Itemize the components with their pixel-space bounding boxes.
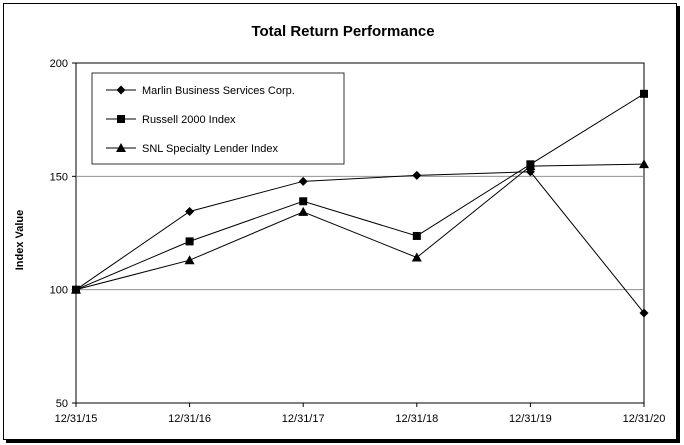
series-line bbox=[75, 93, 645, 291]
series-marlin-business-services-corp bbox=[71, 167, 649, 318]
series-snl-specialty-lender-index bbox=[71, 159, 649, 294]
triangle-marker bbox=[298, 206, 309, 216]
series-line bbox=[75, 171, 645, 314]
legend-item: Russell 2000 Index bbox=[106, 114, 236, 126]
diamond-marker bbox=[298, 176, 308, 186]
x-tick-label: 12/31/19 bbox=[509, 413, 552, 425]
square-marker bbox=[299, 197, 308, 206]
triangle-marker bbox=[639, 159, 649, 169]
legend-label: SNL Specialty Lender Index bbox=[142, 143, 278, 155]
square-marker bbox=[117, 115, 125, 123]
y-tick-label: 200 bbox=[50, 58, 68, 70]
plot-area bbox=[75, 62, 645, 404]
triangle-marker bbox=[525, 161, 536, 171]
square-marker bbox=[185, 237, 194, 246]
triangle-marker bbox=[116, 143, 126, 152]
series-line bbox=[75, 163, 645, 291]
chart-title: Total Return Performance bbox=[251, 23, 434, 40]
diamond-marker bbox=[639, 308, 649, 318]
diamond-marker bbox=[185, 206, 195, 216]
x-tick-label: 12/31/15 bbox=[55, 413, 98, 425]
triangle-marker bbox=[71, 284, 81, 294]
y-axis-label: Index Value bbox=[14, 210, 26, 271]
line-chart: Total Return Performance Index Value 50 1… bbox=[14, 23, 666, 425]
y-tick-label: 50 bbox=[56, 398, 68, 410]
legend-item: SNL Specialty Lender Index bbox=[106, 143, 278, 155]
square-marker bbox=[412, 231, 421, 240]
legend-label: Russell 2000 Index bbox=[142, 114, 236, 126]
y-tick-label: 150 bbox=[50, 171, 68, 183]
diamond-marker bbox=[412, 170, 422, 180]
triangle-marker bbox=[411, 252, 422, 262]
x-tick-label: 12/31/20 bbox=[623, 413, 666, 425]
y-tick-label: 100 bbox=[50, 285, 68, 297]
legend-item: Marlin Business Services Corp. bbox=[106, 85, 295, 97]
square-marker bbox=[640, 89, 648, 98]
x-tick-label: 12/31/18 bbox=[395, 413, 438, 425]
diamond-marker bbox=[116, 85, 126, 95]
chart-frame: Total Return Performance Index Value 50 1… bbox=[3, 3, 677, 440]
triangle-marker bbox=[184, 255, 195, 265]
x-tick-label: 12/31/17 bbox=[282, 413, 325, 425]
legend-label: Marlin Business Services Corp. bbox=[142, 85, 295, 97]
x-tick-label: 12/31/16 bbox=[168, 413, 211, 425]
